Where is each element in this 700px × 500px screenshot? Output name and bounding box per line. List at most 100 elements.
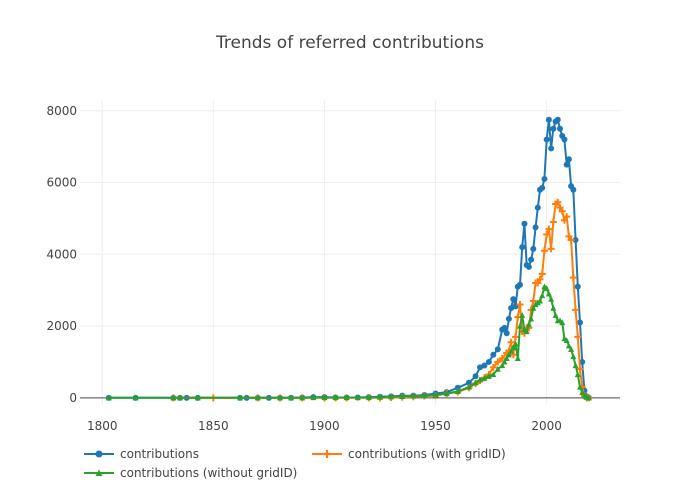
data-point (481, 374, 488, 381)
data-point (237, 394, 243, 401)
data-point (554, 198, 562, 206)
data-point (465, 383, 472, 390)
data-point (321, 394, 328, 401)
data-point (569, 274, 577, 282)
data-point (132, 394, 139, 401)
legend-label-0: contributions (120, 446, 199, 461)
data-point (517, 322, 523, 329)
data-point (507, 338, 515, 346)
data-point (505, 351, 512, 358)
legend-item-2[interactable]: contributions (without gridID) (82, 465, 297, 480)
data-point (523, 328, 530, 335)
data-point (170, 394, 177, 401)
data-point (565, 156, 572, 163)
data-point (579, 389, 586, 396)
data-point (574, 371, 581, 378)
data-point (525, 321, 532, 327)
data-point (503, 330, 510, 337)
data-point (550, 125, 557, 132)
data-point (410, 392, 417, 399)
series-2 (105, 283, 592, 401)
data-point (563, 161, 570, 168)
data-point (477, 376, 483, 383)
data-point (494, 365, 501, 372)
data-point (465, 379, 472, 386)
data-point (543, 285, 550, 291)
data-point (558, 207, 566, 215)
data-point (443, 390, 450, 397)
data-point (521, 220, 528, 227)
data-point (528, 315, 535, 322)
data-point (332, 394, 339, 401)
legend-swatch-circle-icon (84, 450, 114, 457)
data-point (501, 324, 508, 331)
data-point (505, 315, 512, 322)
data-point (498, 354, 506, 362)
data-point (499, 362, 506, 369)
gridlines (80, 100, 620, 405)
data-point (543, 136, 550, 143)
data-point (485, 373, 492, 379)
data-point (472, 373, 479, 380)
data-point (525, 263, 532, 270)
x-tick-label: 2000 (531, 419, 562, 433)
series-1 (169, 198, 593, 402)
data-point (585, 394, 592, 401)
data-point (574, 333, 582, 341)
data-point (574, 283, 581, 290)
data-point (530, 245, 537, 252)
y-tick-label: 2000 (46, 319, 77, 333)
data-point (388, 393, 395, 400)
data-point (399, 393, 406, 399)
data-point (541, 175, 548, 182)
data-point (421, 392, 428, 399)
data-point (472, 379, 479, 386)
data-point (572, 362, 579, 369)
data-point (489, 363, 497, 371)
data-point (548, 145, 555, 152)
data-point (532, 224, 539, 231)
data-point (538, 270, 546, 278)
data-point (548, 295, 555, 302)
data-point (556, 204, 564, 212)
data-point (529, 297, 537, 305)
data-point (510, 296, 517, 303)
data-point (557, 125, 563, 132)
data-point (490, 351, 497, 358)
data-point (516, 301, 524, 309)
data-point (570, 353, 577, 360)
legend-label-2: contributions (without gridID) (120, 465, 298, 480)
legend-swatch-cross-icon (312, 449, 342, 458)
data-point (490, 371, 497, 378)
data-point (501, 358, 508, 365)
data-point (545, 290, 552, 297)
data-point (576, 365, 584, 373)
legend-swatch-triangle-icon (84, 469, 114, 476)
data-point (563, 213, 571, 221)
chart-plot-area: 1800 1850 1900 1950 2000 0 2000 4000 6000 8000 (46, 100, 620, 433)
data-point (530, 304, 537, 311)
data-point (288, 394, 295, 401)
data-point (517, 281, 523, 288)
data-point (570, 186, 577, 193)
data-point (519, 244, 526, 251)
data-point (494, 358, 502, 366)
data-point (454, 384, 461, 391)
data-point (563, 337, 570, 344)
series-line-1 (173, 201, 589, 399)
data-point (561, 136, 568, 143)
data-point (559, 319, 566, 326)
legend-label-1: contributions (with gridID) (348, 446, 506, 461)
data-point (565, 342, 572, 349)
legend-item-0[interactable]: contributions (82, 446, 199, 461)
data-point (567, 236, 575, 244)
data-point (494, 346, 501, 353)
x-tick-label: 1800 (87, 419, 118, 433)
data-point (572, 236, 579, 243)
data-point (365, 394, 372, 401)
data-point (508, 347, 515, 354)
data-point (534, 279, 542, 287)
data-point (539, 292, 546, 299)
data-point (299, 394, 306, 401)
legend-item-1[interactable]: contributions (with gridID) (310, 446, 506, 461)
